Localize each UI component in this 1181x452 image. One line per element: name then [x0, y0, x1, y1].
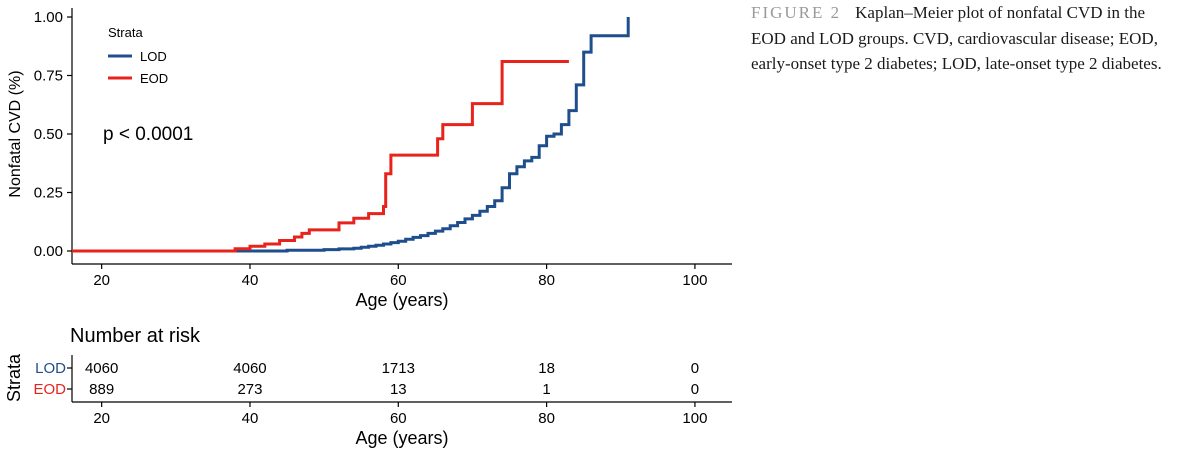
- x-axis-title: Age (years): [355, 290, 448, 310]
- risk-cell: 4060: [85, 360, 118, 377]
- y-ticks: 0.00 0.25 0.50 0.75 1.00: [34, 9, 72, 260]
- legend: Strata LOD EOD: [108, 25, 168, 86]
- risk-cell: 1713: [382, 360, 415, 377]
- risk-cell: 889: [89, 381, 114, 398]
- x-ticks: 20 40 60 80 100: [93, 264, 707, 289]
- risk-cell: 13: [390, 381, 407, 398]
- legend-title: Strata: [108, 25, 143, 40]
- y-axis-title: Nonfatal CVD (%): [7, 70, 24, 197]
- risk-cell: 0: [691, 360, 699, 377]
- legend-label-eod: EOD: [140, 71, 168, 86]
- risk-cell: 18: [538, 360, 555, 377]
- risk-cell: 1: [542, 381, 550, 398]
- risk-cell: 273: [237, 381, 262, 398]
- risk-table-strata-label: Strata: [4, 353, 24, 402]
- risk-row-label-eod: EOD: [33, 381, 66, 398]
- risk-x-ticks: 20 40 60 80 100: [93, 402, 707, 427]
- y-tick-label: 0.75: [34, 68, 63, 85]
- p-value-annotation: p < 0.0001: [103, 124, 193, 145]
- risk-x-tick-label: 20: [93, 410, 110, 427]
- risk-x-tick-label: 80: [538, 410, 555, 427]
- risk-row-label-lod: LOD: [35, 360, 66, 377]
- risk-x-tick-label: 40: [242, 410, 259, 427]
- risk-table-title: Number at risk: [70, 325, 201, 347]
- km-curve-lod: [72, 17, 630, 253]
- risk-cell: 4060: [233, 360, 266, 377]
- km-curve-eod: [72, 60, 569, 253]
- x-tick-label: 60: [390, 272, 407, 289]
- risk-row-labels: LOD EOD: [33, 360, 72, 398]
- x-tick-label: 80: [538, 272, 555, 289]
- risk-cells: 4060 4060 1713 18 0 889 273 13 1 0: [85, 360, 699, 398]
- y-tick-label: 1.00: [34, 9, 63, 26]
- risk-x-tick-label: 60: [390, 410, 407, 427]
- legend-label-lod: LOD: [140, 49, 167, 64]
- x-tick-label: 20: [93, 272, 110, 289]
- y-tick-label: 0.00: [34, 243, 63, 260]
- x-tick-label: 100: [682, 272, 707, 289]
- risk-cell: 0: [691, 381, 699, 398]
- x-tick-label: 40: [242, 272, 259, 289]
- figure-caption: FIGURE 2 Kaplan–Meier plot of nonfatal CV…: [751, 0, 1176, 77]
- km-curves: [72, 17, 630, 253]
- risk-table-x-axis-title: Age (years): [355, 428, 448, 448]
- y-tick-label: 0.50: [34, 126, 63, 143]
- km-plot: 0.00 0.25 0.50 0.75 1.00 20 40 60 80 100 Nonfata…: [7, 8, 732, 310]
- y-tick-label: 0.25: [34, 185, 63, 202]
- plot-axes: [71, 8, 732, 265]
- figure-caption-label: FIGURE 2: [751, 3, 842, 22]
- figure-caption-text: Kaplan–Meier plot of nonfatal CVD in the…: [751, 3, 1162, 73]
- risk-x-tick-label: 100: [682, 410, 707, 427]
